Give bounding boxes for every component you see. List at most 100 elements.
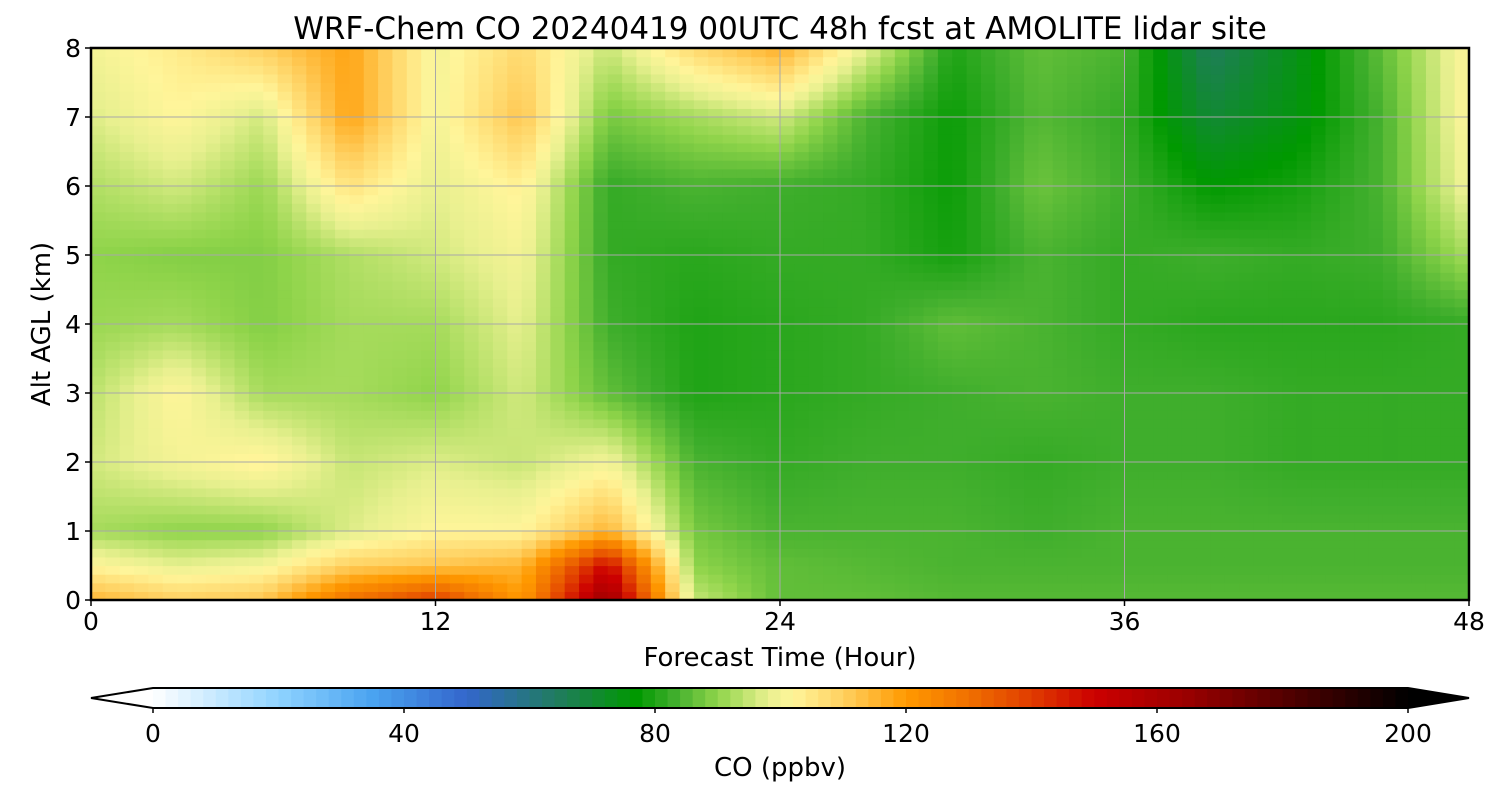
heatmap-cell	[1354, 531, 1370, 541]
heatmap-cell	[335, 151, 350, 161]
heatmap-cell	[1181, 556, 1197, 567]
heatmap-cell	[1397, 444, 1413, 454]
heatmap-cell	[966, 453, 982, 463]
heatmap-cell	[291, 401, 307, 411]
heatmap-cell	[1325, 280, 1341, 291]
heatmap-cell	[1440, 436, 1456, 446]
heatmap-cell	[579, 565, 594, 575]
heatmap-cell	[1024, 255, 1039, 265]
heatmap-cell	[579, 255, 594, 265]
heatmap-cell	[564, 186, 580, 196]
heatmap-cell	[119, 194, 135, 204]
heatmap-cell	[162, 548, 178, 558]
heatmap-cell	[1138, 574, 1154, 584]
heatmap-cell	[1354, 367, 1370, 377]
heatmap-cell	[751, 168, 767, 178]
heatmap-cell	[349, 203, 365, 213]
heatmap-cell	[622, 462, 638, 472]
heatmap-cell	[1024, 375, 1039, 385]
heatmap-cell	[851, 332, 867, 342]
heatmap-cell	[952, 582, 968, 592]
heatmap-cell	[105, 487, 121, 498]
heatmap-cell	[162, 384, 178, 394]
heatmap-cell	[521, 341, 537, 351]
heatmap-cell	[1095, 418, 1111, 429]
heatmap-cell	[91, 211, 106, 222]
heatmap-cell	[1268, 418, 1283, 429]
heatmap-cell	[1339, 168, 1355, 178]
heatmap-cell	[995, 496, 1011, 506]
heatmap-cell	[765, 496, 781, 506]
heatmap-cell	[894, 453, 910, 463]
heatmap-cell	[1067, 298, 1083, 308]
heatmap-cell	[593, 298, 609, 308]
heatmap-cell	[449, 306, 465, 316]
heatmap-cell	[191, 367, 207, 377]
heatmap-cell	[162, 263, 178, 273]
heatmap-cell	[636, 479, 652, 489]
heatmap-cell	[449, 160, 465, 170]
heatmap-cell	[550, 177, 566, 187]
heatmap-cell	[564, 556, 580, 567]
heatmap-cell	[349, 410, 365, 420]
heatmap-cell	[980, 349, 996, 360]
heatmap-cell	[923, 548, 939, 558]
heatmap-cell	[1196, 315, 1212, 325]
heatmap-cell	[550, 591, 566, 600]
heatmap-cell	[622, 289, 638, 299]
heatmap-cell	[866, 177, 882, 187]
heatmap-cell	[923, 160, 939, 170]
heatmap-cell	[1024, 470, 1039, 480]
heatmap-cell	[894, 496, 910, 506]
heatmap-cell	[736, 591, 752, 600]
heatmap-cell	[851, 513, 867, 523]
heatmap-cell	[521, 367, 537, 377]
heatmap-cell	[1325, 410, 1341, 420]
heatmap-cell	[1009, 160, 1025, 170]
heatmap-cell	[1382, 513, 1398, 523]
heatmap-cell	[220, 349, 236, 360]
heatmap-cell	[722, 263, 738, 273]
heatmap-cell	[435, 177, 451, 187]
heatmap-cell	[335, 298, 350, 308]
heatmap-cell	[794, 505, 810, 515]
heatmap-cell	[636, 505, 652, 515]
heatmap-cell	[378, 315, 394, 325]
heatmap-cell	[794, 531, 810, 541]
heatmap-cell	[780, 186, 795, 196]
heatmap-cell	[837, 151, 853, 161]
heatmap-cell	[205, 591, 221, 600]
heatmap-cell	[1124, 487, 1140, 498]
heatmap-cell	[708, 513, 724, 523]
heatmap-cell	[622, 487, 638, 498]
heatmap-cell	[550, 418, 566, 429]
heatmap-cell	[550, 203, 566, 213]
heatmap-cell	[521, 582, 537, 592]
heatmap-cell	[1095, 565, 1111, 575]
heatmap-cell	[421, 574, 437, 584]
heatmap-cell	[1110, 289, 1126, 299]
heatmap-cell	[421, 289, 437, 299]
heatmap-cell	[421, 306, 437, 316]
heatmap-cell	[435, 203, 451, 213]
heatmap-cell	[952, 177, 968, 187]
heatmap-cell	[564, 453, 580, 463]
heatmap-cell	[306, 237, 322, 247]
heatmap-cell	[1440, 229, 1456, 239]
heatmap-cell	[521, 384, 537, 394]
heatmap-cell	[1397, 470, 1413, 480]
heatmap-cell	[751, 453, 767, 463]
heatmap-cell	[1239, 358, 1255, 368]
heatmap-cell	[1239, 591, 1255, 600]
heatmap-cell	[636, 160, 652, 170]
heatmap-cell	[1224, 246, 1240, 256]
heatmap-cell	[866, 358, 882, 368]
heatmap-cell	[1454, 358, 1469, 368]
heatmap-cell	[579, 358, 594, 368]
heatmap-cell	[1110, 315, 1126, 325]
heatmap-cell	[607, 349, 623, 360]
heatmap-cell	[1397, 341, 1413, 351]
heatmap-cell	[234, 496, 250, 506]
heatmap-cell	[464, 255, 480, 265]
heatmap-cell	[1110, 211, 1126, 222]
